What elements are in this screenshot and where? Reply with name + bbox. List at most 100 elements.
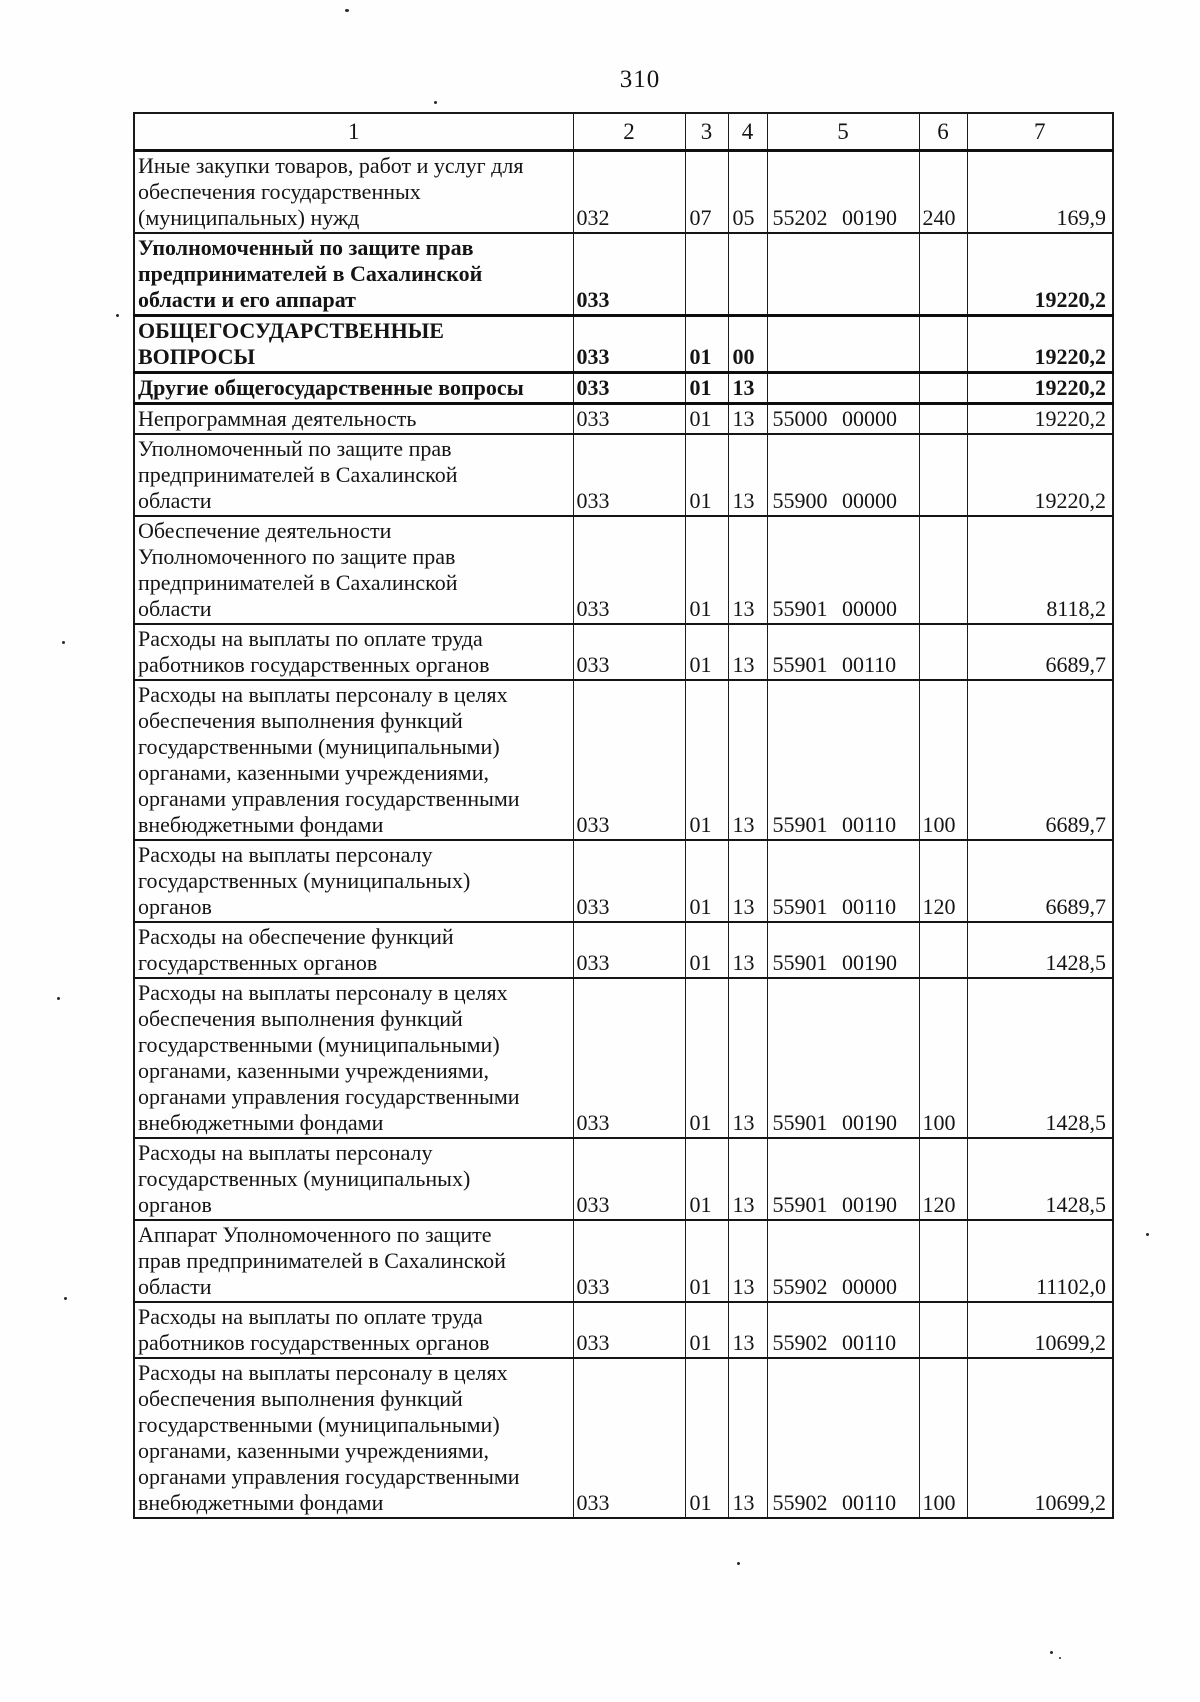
row-amount: 1428,5	[966, 977, 1114, 1139]
row-code-expense-type	[918, 921, 968, 979]
table-row: Расходы на обеспечение функций государст…	[133, 921, 1114, 979]
row-code-target-article	[766, 232, 920, 316]
row-code-target-article: 55000 00000	[766, 403, 920, 435]
row-code-target-article: 55900 00000	[766, 433, 920, 517]
row-code-subsection: 13	[727, 921, 768, 979]
scan-speck	[886, 905, 889, 907]
row-item-name: Обеспечение деятельности Уполномоченного…	[133, 515, 574, 625]
row-item-name: Иные закупки товаров, работ и услуг для …	[133, 150, 574, 234]
row-code-grbs: 033	[572, 1137, 686, 1221]
row-code-grbs: 033	[572, 679, 686, 841]
row-code-grbs: 033	[572, 623, 686, 681]
row-code-subsection: 00	[727, 315, 768, 373]
row-code-expense-type	[918, 1219, 968, 1303]
row-code-expense-type	[918, 515, 968, 625]
row-code-grbs: 033	[572, 315, 686, 373]
row-code-section: 01	[684, 315, 729, 373]
row-code-target-article: 55202 00190	[766, 150, 920, 234]
row-code-section: 01	[684, 977, 729, 1139]
row-code-expense-type: 100	[918, 977, 968, 1139]
table-row: Уполномоченный по защите прав предприним…	[133, 433, 1114, 517]
table-row: Обеспечение деятельности Уполномоченного…	[133, 515, 1114, 625]
row-code-subsection: 05	[727, 150, 768, 234]
row-item-name: Расходы на выплаты персоналу в целях обе…	[133, 679, 574, 841]
table-row: Уполномоченный по защите прав предприним…	[133, 232, 1114, 316]
row-item-name: Уполномоченный по защите прав предприним…	[133, 433, 574, 517]
row-code-expense-type: 100	[918, 679, 968, 841]
row-code-grbs: 033	[572, 515, 686, 625]
row-code-subsection: 13	[727, 372, 768, 404]
row-code-subsection: 13	[727, 1301, 768, 1359]
row-item-name: Аппарат Уполномоченного по защите прав п…	[133, 1219, 574, 1303]
row-amount: 6689,7	[966, 839, 1114, 923]
row-code-subsection: 13	[727, 515, 768, 625]
row-amount: 19220,2	[966, 232, 1114, 316]
row-code-expense-type	[918, 403, 968, 435]
row-code-subsection: 13	[727, 623, 768, 681]
row-amount: 1428,5	[966, 1137, 1114, 1221]
row-amount: 10699,2	[966, 1301, 1114, 1359]
row-code-section: 01	[684, 1137, 729, 1221]
row-code-subsection: 13	[727, 1137, 768, 1221]
scan-speck	[62, 641, 65, 644]
row-code-expense-type	[918, 1301, 968, 1359]
row-code-target-article: 55901 00000	[766, 515, 920, 625]
row-code-grbs: 033	[572, 1357, 686, 1519]
row-code-grbs: 033	[572, 977, 686, 1139]
row-amount: 19220,2	[966, 315, 1114, 373]
table-row: Аппарат Уполномоченного по защите прав п…	[133, 1219, 1114, 1303]
scan-speck	[345, 9, 349, 12]
row-code-section: 01	[684, 1357, 729, 1519]
row-code-section: 07	[684, 150, 729, 234]
row-code-section: 01	[684, 623, 729, 681]
column-header-3: 3	[684, 112, 729, 151]
scan-speck	[1050, 1651, 1053, 1654]
row-code-target-article: 55902 00110	[766, 1357, 920, 1519]
row-code-subsection: 13	[727, 403, 768, 435]
row-item-name: Непрограммная деятельность	[133, 403, 574, 435]
row-code-grbs: 033	[572, 433, 686, 517]
row-code-target-article: 55901 00190	[766, 977, 920, 1139]
row-code-target-article	[766, 372, 920, 404]
page-number: 310	[619, 66, 661, 93]
row-code-section: 01	[684, 921, 729, 979]
row-item-name: Расходы на выплаты персоналу в целях обе…	[133, 1357, 574, 1519]
table-row: Расходы на выплаты персоналу в целях обе…	[133, 1357, 1114, 1519]
row-code-expense-type	[918, 623, 968, 681]
row-amount: 6689,7	[966, 679, 1114, 841]
row-item-name: Другие общегосударственные вопросы	[133, 372, 574, 404]
row-code-target-article: 55901 00110	[766, 839, 920, 923]
row-amount: 1428,5	[966, 921, 1114, 979]
row-item-name: ОБЩЕГОСУДАРСТВЕННЫЕ ВОПРОСЫ	[133, 315, 574, 373]
row-amount: 19220,2	[966, 372, 1114, 404]
column-header-7: 7	[966, 112, 1114, 151]
table-row: Расходы на выплаты персоналу в целях обе…	[133, 679, 1114, 841]
table-row: Расходы на выплаты персоналу государстве…	[133, 839, 1114, 923]
row-code-target-article: 55901 00110	[766, 679, 920, 841]
row-code-expense-type	[918, 372, 968, 404]
row-item-name: Расходы на обеспечение функций государст…	[133, 921, 574, 979]
scan-speck	[1059, 1657, 1061, 1659]
row-code-grbs: 033	[572, 1219, 686, 1303]
table-row: Другие общегосударственные вопросы 033 0…	[133, 372, 1114, 404]
row-code-section: 01	[684, 1301, 729, 1359]
row-code-grbs: 032	[572, 150, 686, 234]
row-code-target-article: 55901 00110	[766, 623, 920, 681]
row-code-section: 01	[684, 372, 729, 404]
row-code-section: 01	[684, 1219, 729, 1303]
table-row: Расходы на выплаты по оплате труда работ…	[133, 1301, 1114, 1359]
row-code-expense-type	[918, 433, 968, 517]
row-amount: 19220,2	[966, 403, 1114, 435]
row-code-subsection: 13	[727, 433, 768, 517]
row-code-subsection: 13	[727, 1357, 768, 1519]
row-code-target-article: 55901 00190	[766, 1137, 920, 1221]
row-amount: 8118,2	[966, 515, 1114, 625]
scan-speck	[116, 314, 119, 317]
table-row: Расходы на выплаты персоналу в целях обе…	[133, 977, 1114, 1139]
row-code-expense-type	[918, 315, 968, 373]
row-code-target-article: 55902 00000	[766, 1219, 920, 1303]
row-code-grbs: 033	[572, 921, 686, 979]
table-row: Непрограммная деятельность 033 01 13 550…	[133, 403, 1114, 435]
row-code-subsection: 13	[727, 1219, 768, 1303]
